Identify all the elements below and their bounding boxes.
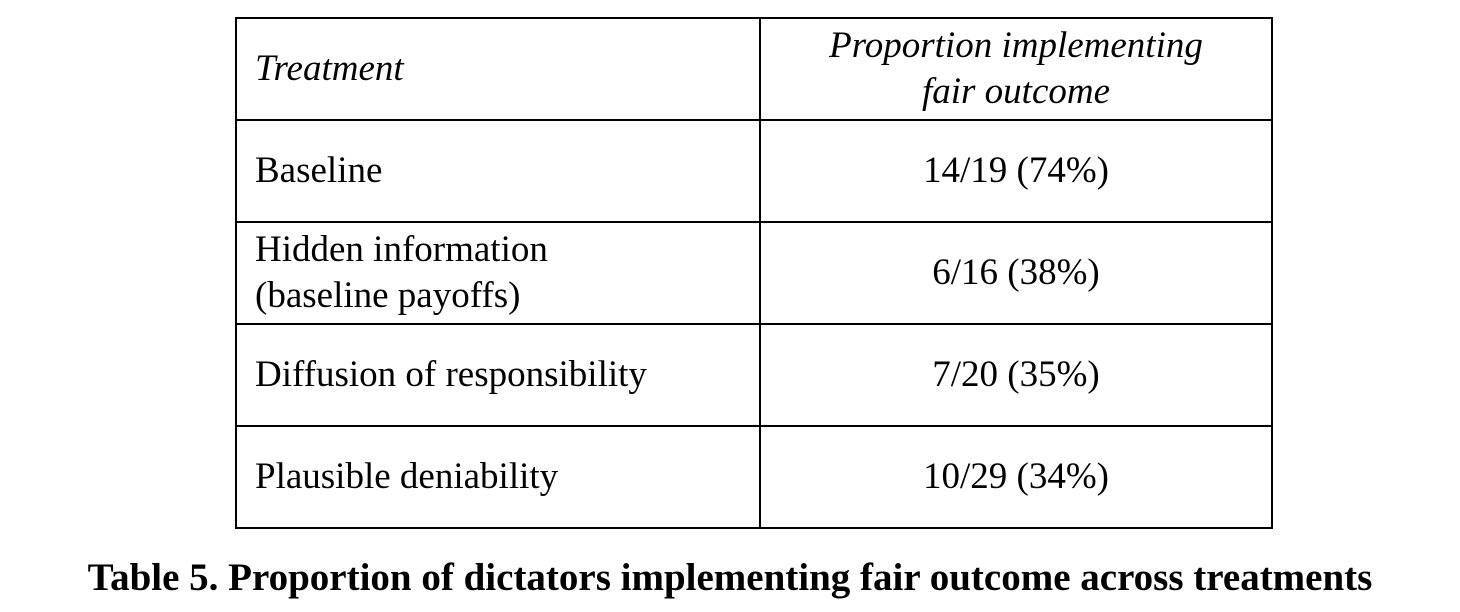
table-row: Plausible deniability 10/29 (34%) (235, 425, 1273, 529)
treatment-cell: Hidden information (baseline payoffs) (235, 221, 761, 325)
treatment-label-line2: (baseline payoffs) (255, 275, 521, 316)
treatment-label: Diffusion of responsibility (255, 354, 647, 395)
table-row: Baseline 14/19 (74%) (235, 119, 1273, 223)
treatment-cell: Diffusion of responsibility (235, 323, 761, 427)
proportion-cell: 7/20 (35%) (759, 323, 1273, 427)
treatment-cell: Baseline (235, 119, 761, 223)
table-row: Diffusion of responsibility 7/20 (35%) (235, 323, 1273, 427)
column-header-proportion: Proportion implementing fair outcome (759, 17, 1273, 121)
proportion-value: 7/20 (35%) (932, 354, 1100, 395)
column-header-treatment-label: Treatment (255, 48, 404, 89)
column-header-proportion-line2: fair outcome (921, 71, 1111, 112)
table-row: Hidden information (baseline payoffs) 6/… (235, 221, 1273, 325)
treatment-cell: Plausible deniability (235, 425, 761, 529)
proportion-cell: 6/16 (38%) (759, 221, 1273, 325)
treatment-label: Plausible deniability (255, 456, 559, 497)
proportion-value: 6/16 (38%) (932, 252, 1100, 293)
column-header-treatment: Treatment (235, 17, 761, 121)
column-header-proportion-line1: Proportion implementing (829, 25, 1203, 66)
proportion-value: 10/29 (34%) (923, 456, 1109, 497)
proportion-cell: 14/19 (74%) (759, 119, 1273, 223)
treatment-label: Baseline (255, 150, 383, 191)
proportion-cell: 10/29 (34%) (759, 425, 1273, 529)
results-table: Treatment Proportion implementing fair o… (235, 17, 1273, 529)
treatment-label: Hidden information (255, 229, 548, 270)
table-header-row: Treatment Proportion implementing fair o… (235, 17, 1273, 121)
table-caption: Table 5. Proportion of dictators impleme… (87, 556, 1373, 599)
proportion-value: 14/19 (74%) (923, 150, 1109, 191)
results-table-container: Treatment Proportion implementing fair o… (235, 17, 1273, 529)
